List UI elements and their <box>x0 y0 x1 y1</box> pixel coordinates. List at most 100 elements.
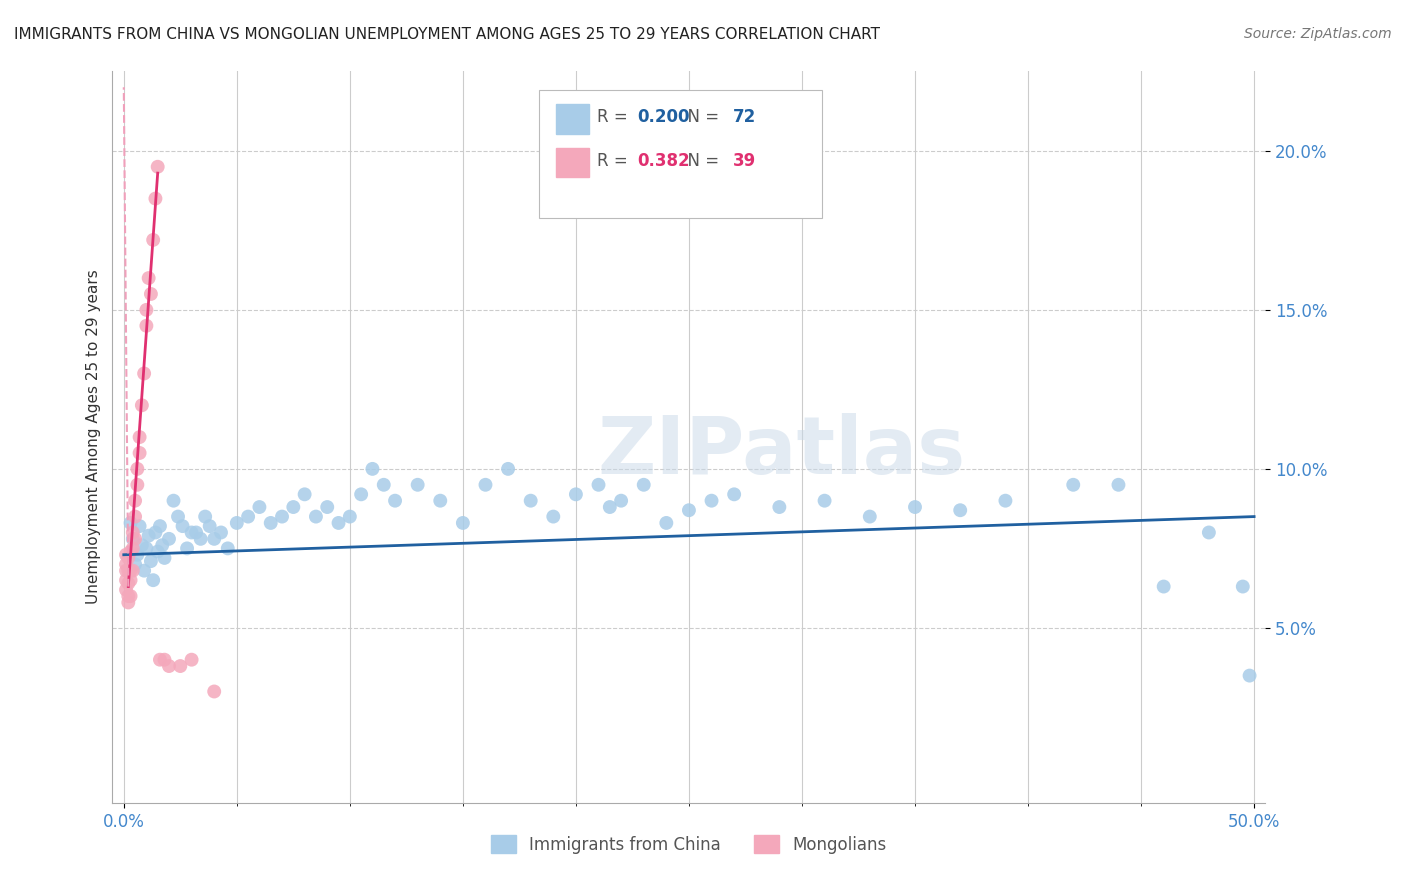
Point <box>180 525 202 540</box>
Point <box>633 477 655 491</box>
Point <box>225 516 247 530</box>
Point <box>271 509 294 524</box>
Point <box>131 538 153 552</box>
Point <box>120 544 142 558</box>
Point <box>678 503 700 517</box>
Point <box>1239 668 1261 682</box>
Point <box>474 477 496 491</box>
Point <box>117 564 139 578</box>
Point <box>120 564 142 578</box>
Point <box>134 367 156 381</box>
Point <box>128 446 150 460</box>
Point <box>217 541 239 556</box>
Point <box>768 500 790 514</box>
Bar <box>557 104 589 134</box>
Point <box>135 541 157 556</box>
Text: R =: R = <box>596 153 633 170</box>
Point <box>115 558 138 572</box>
Text: 0.382: 0.382 <box>637 153 690 170</box>
Point <box>157 659 180 673</box>
Point <box>1062 477 1084 491</box>
Point <box>153 550 176 565</box>
Point <box>949 503 972 517</box>
Point <box>172 519 194 533</box>
Bar <box>557 148 589 178</box>
Point <box>328 516 350 530</box>
Point <box>142 573 165 587</box>
Point <box>131 398 153 412</box>
Point <box>115 573 138 587</box>
Point <box>145 525 167 540</box>
Point <box>153 653 176 667</box>
Point <box>117 550 139 565</box>
Point <box>135 302 157 317</box>
Point <box>350 487 373 501</box>
Point <box>190 532 212 546</box>
Point <box>194 509 217 524</box>
Point <box>127 477 149 491</box>
Point <box>127 548 149 562</box>
FancyBboxPatch shape <box>538 90 821 218</box>
Point <box>361 462 384 476</box>
Point <box>142 233 165 247</box>
Text: Source: ZipAtlas.com: Source: ZipAtlas.com <box>1244 27 1392 41</box>
Point <box>283 500 305 514</box>
Point <box>180 653 202 667</box>
Point <box>128 519 150 533</box>
Point <box>813 493 835 508</box>
Text: R =: R = <box>596 109 633 127</box>
Point <box>655 516 678 530</box>
Point <box>610 493 633 508</box>
Point <box>859 509 882 524</box>
Y-axis label: Unemployment Among Ages 25 to 29 years: Unemployment Among Ages 25 to 29 years <box>86 269 101 605</box>
Point <box>135 318 157 333</box>
Point <box>124 493 146 508</box>
Point <box>384 493 406 508</box>
Point <box>162 493 184 508</box>
Point <box>115 548 138 562</box>
Text: 39: 39 <box>733 153 756 170</box>
Point <box>146 544 169 558</box>
Point <box>138 271 160 285</box>
Point <box>599 500 621 514</box>
Point <box>565 487 588 501</box>
Text: N =: N = <box>678 153 724 170</box>
Point <box>149 519 172 533</box>
Point <box>121 541 143 556</box>
Point <box>145 192 167 206</box>
Legend: Immigrants from China, Mongolians: Immigrants from China, Mongolians <box>484 829 894 860</box>
Point <box>117 576 139 591</box>
Point <box>496 462 519 476</box>
Point <box>124 532 146 546</box>
Point <box>202 532 225 546</box>
Point <box>994 493 1017 508</box>
Point <box>1198 525 1220 540</box>
Point <box>128 430 150 444</box>
Point <box>115 582 138 597</box>
Point <box>373 477 395 491</box>
Point <box>700 493 723 508</box>
Point <box>157 532 180 546</box>
Point <box>146 160 169 174</box>
Point <box>120 589 142 603</box>
Point <box>249 500 271 514</box>
Point <box>184 525 207 540</box>
Point <box>305 509 328 524</box>
Point <box>121 532 143 546</box>
Point <box>519 493 541 508</box>
Point <box>115 564 138 578</box>
Point <box>139 554 162 568</box>
Point <box>294 487 316 501</box>
Point <box>236 509 259 524</box>
Point <box>198 519 221 533</box>
Point <box>149 653 172 667</box>
Point <box>588 477 610 491</box>
Text: IMMIGRANTS FROM CHINA VS MONGOLIAN UNEMPLOYMENT AMONG AGES 25 TO 29 YEARS CORREL: IMMIGRANTS FROM CHINA VS MONGOLIAN UNEMP… <box>14 27 880 42</box>
Point <box>169 659 191 673</box>
Point <box>167 509 190 524</box>
Point <box>406 477 429 491</box>
Point <box>723 487 745 501</box>
Point <box>134 564 156 578</box>
Text: 0.200: 0.200 <box>637 109 689 127</box>
Point <box>209 525 232 540</box>
